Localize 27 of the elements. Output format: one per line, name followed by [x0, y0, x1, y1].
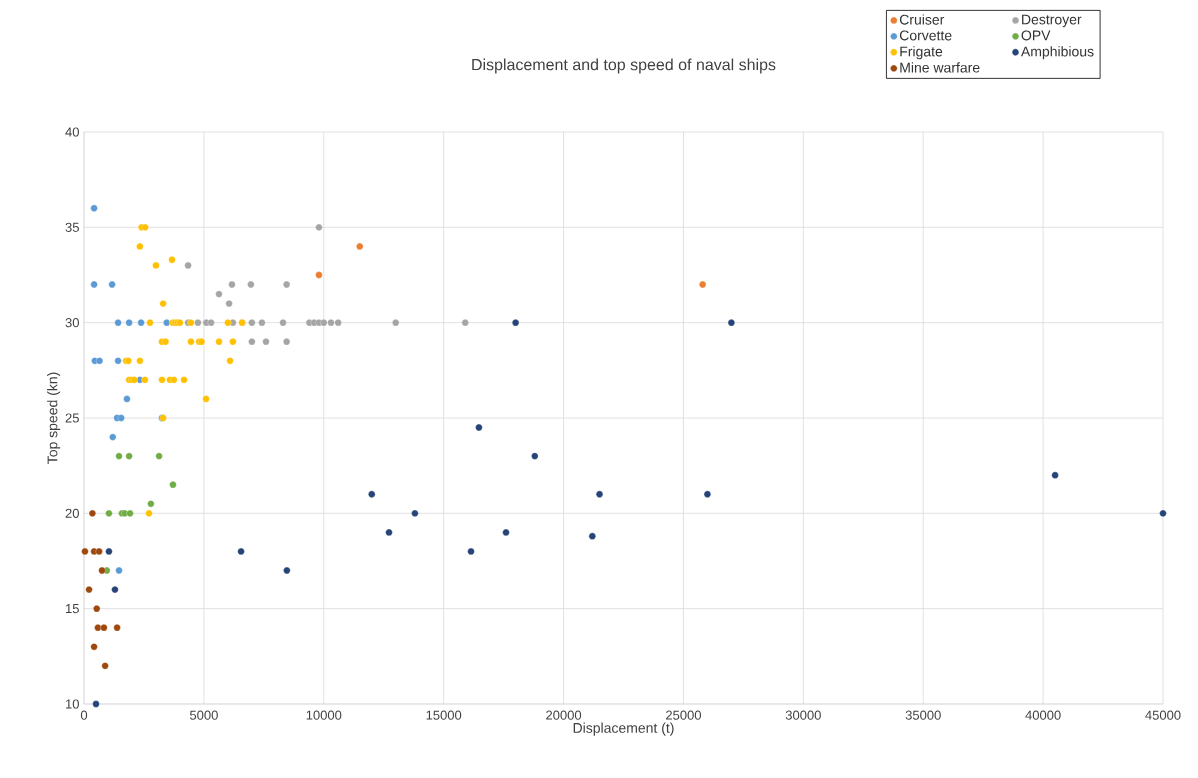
x-tick-label: 45000 [1145, 710, 1181, 720]
x-tick-label: 15000 [426, 710, 462, 720]
y-tick-label: 35 [65, 222, 79, 232]
x-tick-label: 20000 [546, 710, 582, 720]
legend-label: Amphibious [1020, 46, 1094, 60]
x-tick-label: 35000 [905, 710, 941, 720]
x-tick-label: 40000 [1025, 710, 1061, 720]
y-tick-label: 40 [65, 127, 79, 137]
legend-label: Frigate [900, 46, 943, 60]
y-tick-label: 20 [65, 508, 79, 518]
y-axis-title: Top speed (kn) [47, 372, 61, 464]
y-tick-label: 10 [66, 699, 79, 709]
legend-label: Mine warfare [900, 62, 980, 73]
legend-label: Cruiser [899, 14, 945, 25]
y-tick-label: 30 [65, 318, 79, 328]
x-axis-title: Displacement (t) [573, 722, 674, 736]
y-tick-label: 15 [66, 604, 79, 614]
legend-label: OPV [1021, 30, 1051, 41]
x-tick-label: 10000 [306, 710, 342, 720]
x-tick-label: 30000 [785, 710, 821, 720]
x-tick-label: 0 [80, 710, 88, 720]
chart-title: Displacement and top speed of naval ships [472, 58, 776, 74]
x-tick-label: 25000 [666, 710, 702, 720]
x-tick-label: 5000 [189, 710, 218, 720]
y-tick-label: 25 [65, 413, 79, 423]
legend-label: Destroyer [1022, 14, 1082, 28]
legend-label: Corvette [899, 30, 952, 41]
